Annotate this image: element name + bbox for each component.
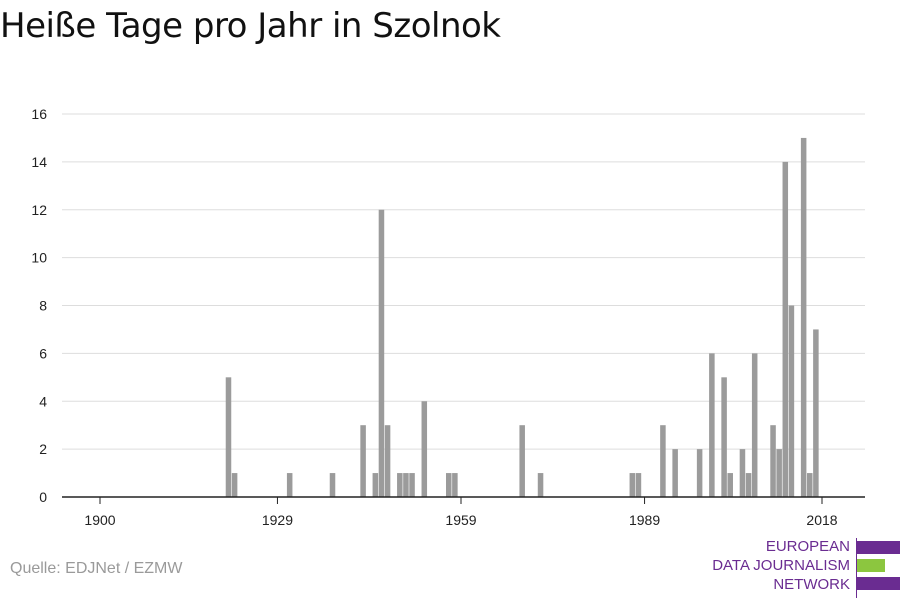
bar-2000 (709, 353, 715, 497)
bar-1994 (672, 449, 678, 497)
logo-divider (856, 538, 857, 598)
bar-1946 (378, 209, 385, 497)
bar-1931 (286, 473, 293, 497)
x-tick-label: 1900 (84, 512, 115, 528)
x-tick-label: 1959 (445, 512, 476, 528)
bar-1953 (421, 401, 428, 497)
bar-1987 (629, 473, 636, 497)
bar-1949 (397, 473, 403, 497)
x-tick-label: 1929 (262, 512, 293, 528)
source-note: Quelle: EDJNet / EZMW (10, 560, 183, 577)
x-axis-ticks: 1900 1929 1959 1989 2018 (84, 497, 838, 528)
bar-1958 (452, 473, 458, 497)
bar-1938 (329, 473, 336, 497)
y-tick-label: 8 (39, 298, 47, 314)
y-tick-label: 4 (39, 393, 47, 409)
bar-1988 (635, 473, 642, 497)
bar-1992 (660, 425, 666, 497)
bar-2017 (813, 329, 819, 497)
x-tick-label: 2018 (806, 512, 837, 528)
bar-1945 (372, 473, 379, 497)
logo-line-2: DATA JOURNALISM (712, 557, 850, 574)
bars (225, 137, 819, 497)
bar-2003 (727, 473, 733, 497)
bar-1972 (537, 473, 544, 497)
edjnet-logo: EUROPEAN DATA JOURNALISM NETWORK (700, 538, 900, 598)
logo-line-3: NETWORK (773, 576, 850, 593)
logo-bar-green (857, 559, 885, 572)
grid-lines (62, 113, 865, 450)
logo-line-1: EUROPEAN (765, 538, 850, 555)
bar-2007 (751, 353, 758, 497)
y-tick-label: 12 (31, 202, 47, 218)
y-tick-label: 10 (31, 250, 47, 266)
bar-2016 (807, 473, 813, 497)
bar-1943 (360, 425, 366, 497)
bar-2012 (782, 161, 789, 497)
bar-2011 (776, 449, 782, 497)
bar-2005 (739, 449, 746, 497)
bar-2010 (770, 425, 776, 497)
bar-1951 (409, 473, 415, 497)
bar-2006 (745, 473, 752, 497)
bar-1998 (696, 449, 703, 497)
y-tick-label: 6 (39, 345, 47, 361)
bar-1957 (446, 473, 452, 497)
y-tick-label: 14 (31, 154, 47, 170)
y-tick-label: 16 (31, 106, 47, 122)
bar-2013 (788, 305, 795, 497)
y-tick-label: 2 (39, 441, 47, 457)
bar-1969 (519, 425, 525, 497)
bar-1922 (231, 473, 238, 497)
bar-1947 (384, 425, 391, 497)
x-tick-label: 1989 (629, 512, 660, 528)
chart-title: Heiße Tage pro Jahr in Szolnok (0, 6, 501, 46)
bar-1950 (403, 473, 409, 497)
logo-bar-purple-bottom (857, 577, 900, 590)
y-axis-ticks: 0 2 4 6 8 10 12 14 16 (31, 106, 47, 505)
y-tick-label: 0 (39, 489, 47, 505)
bar-2015 (800, 137, 807, 497)
bar-2002 (721, 377, 727, 497)
logo-bar-purple-top (857, 541, 900, 554)
bar-1921 (225, 377, 232, 497)
